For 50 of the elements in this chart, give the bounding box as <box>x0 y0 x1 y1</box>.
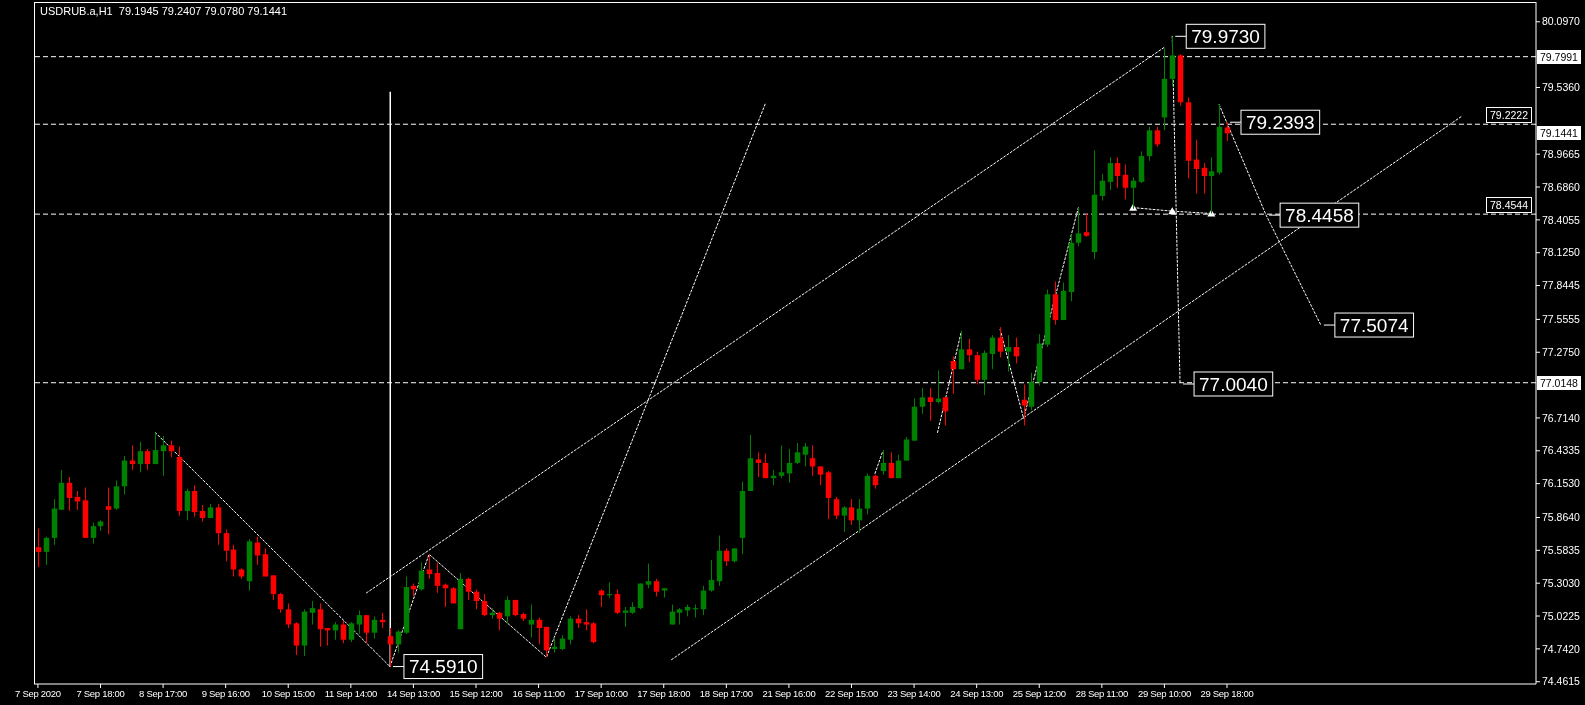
ref-line-label: 77.0148 <box>1537 375 1581 390</box>
x-tick-label: 29 Sep 10:00 <box>1137 687 1191 699</box>
x-tick-label: 25 Sep 12:00 <box>1012 687 1066 699</box>
y-tick-label: 76.4335 <box>1542 444 1581 457</box>
y-tick-label: 77.2750 <box>1542 345 1581 358</box>
annotation: 79.1441 <box>1537 126 1581 141</box>
y-tick-label: 76.1530 <box>1542 477 1581 490</box>
annotation: 79.2393 <box>1245 112 1315 134</box>
x-tick-label: 21 Sep 16:00 <box>762 687 816 699</box>
x-tick-label: 18 Sep 17:00 <box>699 687 753 699</box>
data-label: 74.5910 <box>408 656 478 678</box>
y-tick-label: 77.5555 <box>1542 313 1581 326</box>
y-tick-label: 74.7420 <box>1542 642 1581 655</box>
y-tick-label: 75.0225 <box>1542 609 1581 622</box>
y-tick-label: 75.8640 <box>1542 511 1581 524</box>
x-tick-label: 8 Sep 17:00 <box>139 687 188 699</box>
y-tick-label: 78.4055 <box>1542 213 1581 226</box>
data-label: 79.9730 <box>1191 26 1260 48</box>
x-tick-label: 29 Sep 18:00 <box>1200 687 1254 699</box>
y-tick-label: 80.0970 <box>1542 15 1581 28</box>
x-tick-label: 11 Sep 14:00 <box>324 687 377 699</box>
x-tick-label: 17 Sep 18:00 <box>637 687 691 699</box>
x-tick-label: 15 Sep 12:00 <box>449 687 503 699</box>
x-tick-label: 10 Sep 15:00 <box>261 687 315 699</box>
x-tick-label: 16 Sep 11:00 <box>512 687 565 699</box>
y-tick-label: 76.7140 <box>1542 411 1581 424</box>
y-tick-label: 78.9665 <box>1542 147 1581 160</box>
y-tick-label: 74.4615 <box>1542 675 1581 688</box>
y-tick-label: 78.1250 <box>1542 246 1581 259</box>
chart-title: USDRUB.a,H1 79.1945 79.2407 79.0780 79.1441 <box>40 5 288 17</box>
x-tick-label: 22 Sep 15:00 <box>825 687 878 699</box>
x-tick-label: 9 Sep 16:00 <box>201 687 250 699</box>
x-tick-label: 7 Sep 2020 <box>15 687 61 699</box>
x-tick-label: 14 Sep 13:00 <box>386 687 440 699</box>
ref-line-label: 79.7991 <box>1537 49 1581 64</box>
x-tick-label: 24 Sep 13:00 <box>950 687 1004 699</box>
y-tick-label: 75.3030 <box>1542 576 1581 589</box>
ref-line-label: 78.4544 <box>1486 197 1532 214</box>
data-label: 77.5074 <box>1339 314 1409 336</box>
ref-line-label: 79.2222 <box>1486 107 1532 124</box>
y-tick-label: 79.5360 <box>1542 81 1581 94</box>
x-tick-label: 17 Sep 10:00 <box>574 687 628 699</box>
x-tick-label: 23 Sep 14:00 <box>887 687 941 699</box>
x-tick-label: 7 Sep 18:00 <box>76 687 125 699</box>
y-tick-label: 75.5835 <box>1542 544 1581 556</box>
y-tick-label: 77.8445 <box>1542 279 1581 292</box>
data-label: 78.4458 <box>1285 204 1354 226</box>
y-tick-label: 78.6860 <box>1542 180 1581 193</box>
data-label: 77.0040 <box>1199 373 1268 395</box>
x-tick-label: 28 Sep 11:00 <box>1075 687 1128 699</box>
